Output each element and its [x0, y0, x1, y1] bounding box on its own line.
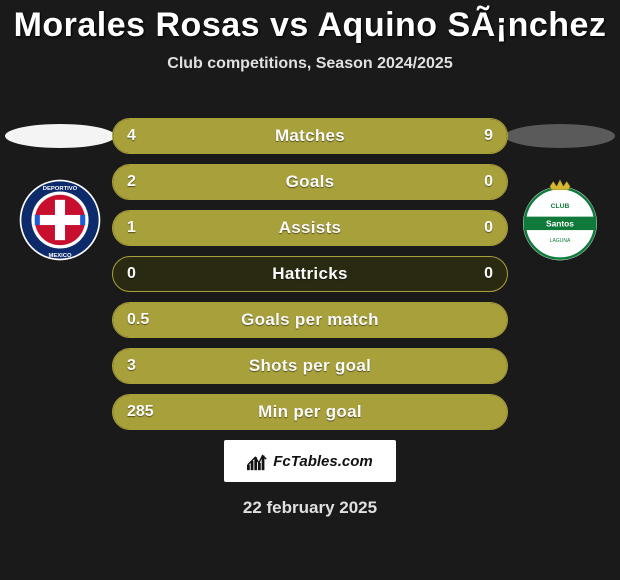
- comparison-card: Morales Rosas vs Aquino SÃ¡nchez Club co…: [0, 0, 620, 580]
- stat-label: Hattricks: [113, 257, 507, 291]
- stat-label: Assists: [113, 211, 507, 245]
- stat-label: Goals per match: [113, 303, 507, 337]
- stat-row: 285Min per goal: [112, 394, 508, 430]
- svg-text:MEXICO: MEXICO: [48, 253, 72, 259]
- left-ellipse-decor: [5, 124, 115, 148]
- watermark-text: FcTables.com: [273, 453, 372, 470]
- fctables-logo-icon: [247, 451, 269, 471]
- stat-row: 00Hattricks: [112, 256, 508, 292]
- date-label: 22 february 2025: [0, 498, 620, 518]
- watermark: FcTables.com: [224, 440, 396, 482]
- santos-laguna-icon: Santos CLUB LAGUNA: [518, 178, 602, 262]
- page-title: Morales Rosas vs Aquino SÃ¡nchez: [0, 6, 620, 45]
- svg-text:CLUB: CLUB: [551, 203, 570, 210]
- svg-text:Santos: Santos: [546, 219, 574, 229]
- stat-label: Min per goal: [113, 395, 507, 429]
- cruz-azul-icon: DEPORTIVO MEXICO: [18, 178, 102, 262]
- club-badge-right: Santos CLUB LAGUNA: [518, 178, 602, 262]
- stat-row: 0.5Goals per match: [112, 302, 508, 338]
- right-ellipse-decor: [505, 124, 615, 148]
- stat-row: 10Assists: [112, 210, 508, 246]
- subtitle: Club competitions, Season 2024/2025: [0, 55, 620, 73]
- svg-text:DEPORTIVO: DEPORTIVO: [43, 186, 78, 192]
- stat-row: 20Goals: [112, 164, 508, 200]
- stat-row: 3Shots per goal: [112, 348, 508, 384]
- stat-row: 49Matches: [112, 118, 508, 154]
- svg-text:LAGUNA: LAGUNA: [550, 238, 571, 244]
- stats-rows: 49Matches 20Goals 10Assists 00Hattricks 0.5G…: [112, 118, 508, 440]
- stat-label: Goals: [113, 165, 507, 199]
- stat-label: Matches: [113, 119, 507, 153]
- club-badge-left: DEPORTIVO MEXICO: [18, 178, 102, 262]
- stat-label: Shots per goal: [113, 349, 507, 383]
